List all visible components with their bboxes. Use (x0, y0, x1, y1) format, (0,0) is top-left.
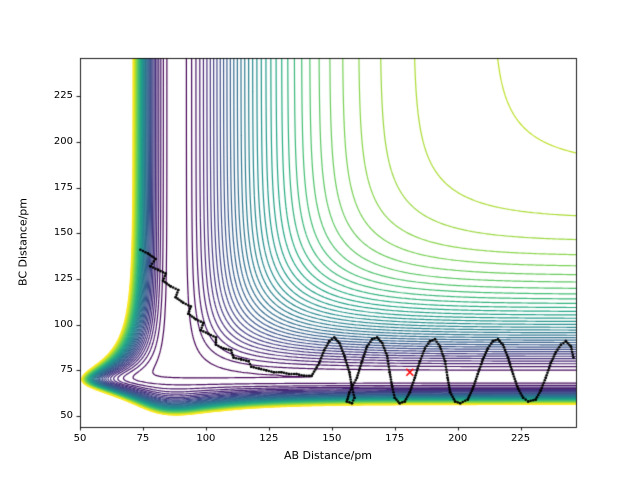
y-axis-label: BC Distance/pm (16, 197, 30, 287)
x-axis-label: AB Distance/pm (283, 449, 373, 462)
